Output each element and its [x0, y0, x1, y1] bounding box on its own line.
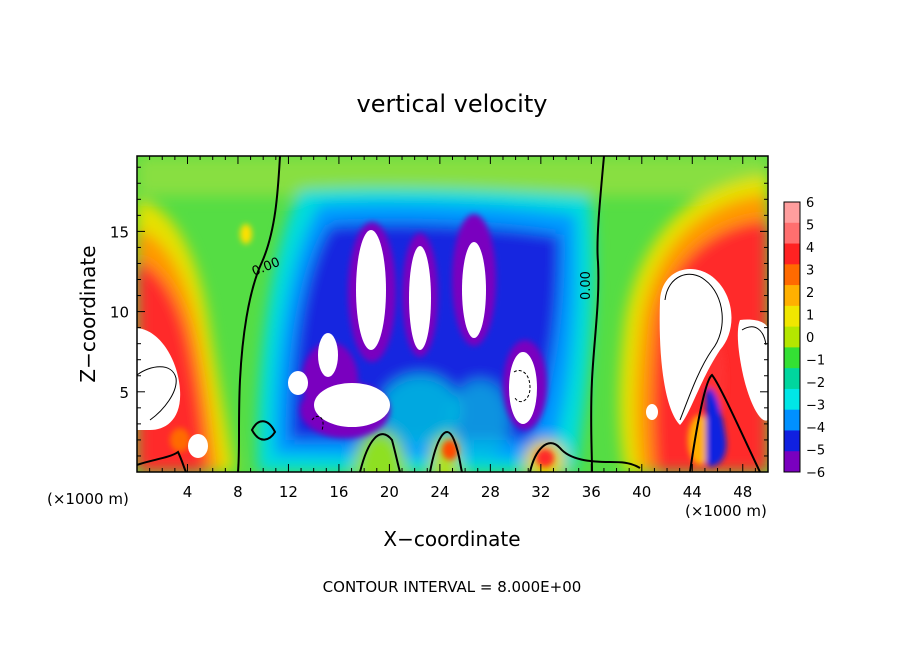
colorbar-label: −5: [806, 444, 825, 459]
colorbar-label: 0: [806, 331, 814, 346]
colorbar-swatch: [784, 202, 800, 224]
y-axis-label: Z−coordinate: [76, 245, 100, 382]
colorbar-swatch: [784, 305, 800, 328]
x-tick-label: 28: [481, 483, 500, 501]
y-tick-label: 10: [110, 304, 129, 322]
colorbar-frame: [783, 201, 801, 473]
x-tick-label: 40: [632, 483, 651, 501]
colorbar-swatch: [784, 243, 800, 265]
colorbar-label: −2: [806, 376, 825, 391]
colorbar-label: 4: [806, 241, 814, 256]
colorbar-label: 3: [806, 264, 814, 279]
chart-title: vertical velocity: [357, 90, 548, 118]
colorbar-label: −4: [806, 421, 825, 436]
contour-lines: [137, 156, 767, 472]
colorbar-label: 6: [806, 196, 814, 211]
colorbar-label: −6: [806, 466, 825, 481]
y-tick-label: 5: [119, 384, 129, 402]
colorbar-swatch: [784, 451, 800, 473]
x-tick-label: 44: [683, 483, 702, 501]
colorbar-swatch: [784, 285, 800, 307]
colorbar-swatch: [784, 222, 800, 245]
x-tick-label: 16: [329, 483, 348, 501]
x-tick-label: 48: [733, 483, 752, 501]
x-tick-label: 32: [531, 483, 550, 501]
colorbar-swatch: [784, 347, 800, 369]
field-area: [137, 156, 768, 472]
y-tick-label: 15: [110, 223, 129, 241]
colorbar-swatch: [784, 326, 800, 348]
colorbar-label: −3: [806, 399, 825, 414]
x-axis-ticks: 4 8 12 16 20 24 28 32 36 40 44 48: [149, 156, 756, 501]
colorbar-swatch: [784, 409, 800, 431]
colorbar: 6 5 4 3 2 1 0 −1 −2 −3 −4 −5 −6: [783, 196, 825, 481]
x-unit-right: (×1000 m): [685, 502, 767, 520]
y-axis-ticks: 5 10 15: [110, 166, 768, 457]
x-tick-label: 4: [183, 483, 193, 501]
colorbar-label: 2: [806, 286, 814, 301]
colorbar-label: −1: [806, 354, 825, 369]
colorbar-label: 5: [806, 219, 814, 234]
colorbar-swatch: [784, 368, 800, 390]
x-tick-label: 8: [233, 483, 243, 501]
x-tick-label: 36: [582, 483, 601, 501]
contour-label-right: 0.00: [579, 271, 594, 300]
colorbar-swatch: [784, 264, 800, 286]
colorbar-label: 1: [806, 309, 814, 324]
colorbar-swatch: [784, 430, 800, 452]
x-axis-label: X−coordinate: [383, 527, 520, 551]
x-unit-left: (×1000 m): [47, 490, 129, 508]
contour-interval-footer: CONTOUR INTERVAL = 8.000E+00: [323, 578, 582, 596]
x-tick-label: 20: [380, 483, 399, 501]
colorbar-swatch: [784, 388, 800, 411]
x-tick-label: 12: [279, 483, 298, 501]
x-tick-label: 24: [430, 483, 449, 501]
